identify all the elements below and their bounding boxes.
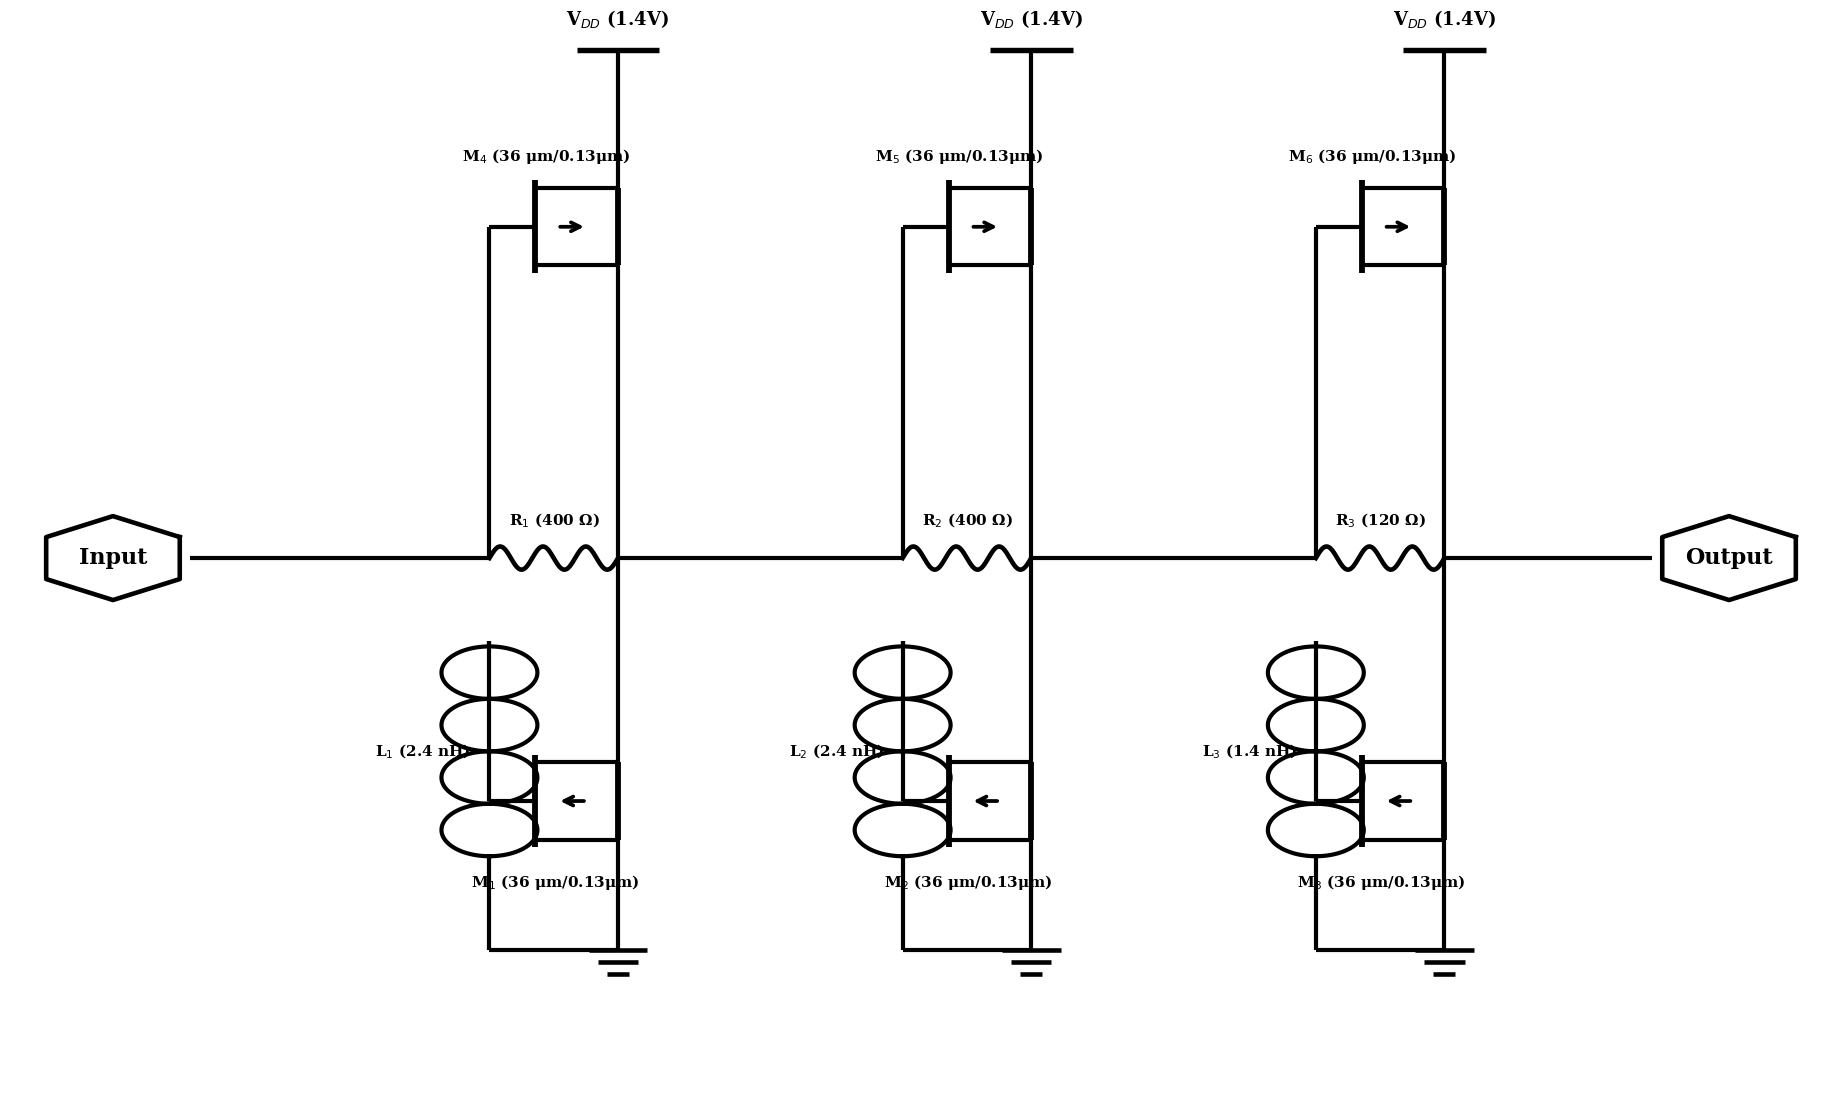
Text: R$_3$ (120 Ω): R$_3$ (120 Ω) — [1335, 512, 1426, 531]
Text: M$_2$ (36 μm/0.13μm): M$_2$ (36 μm/0.13μm) — [884, 873, 1052, 892]
Text: Input: Input — [79, 548, 147, 569]
Text: V$_{DD}$ (1.4V): V$_{DD}$ (1.4V) — [567, 8, 669, 30]
Text: L$_1$ (2.4 nH): L$_1$ (2.4 nH) — [376, 742, 472, 760]
Text: R$_2$ (400 Ω): R$_2$ (400 Ω) — [921, 512, 1013, 531]
Text: L$_3$ (1.4 nH): L$_3$ (1.4 nH) — [1201, 742, 1297, 760]
Text: L$_2$ (2.4 nH): L$_2$ (2.4 nH) — [788, 742, 884, 760]
Text: V$_{DD}$ (1.4V): V$_{DD}$ (1.4V) — [1393, 8, 1496, 30]
Text: Output: Output — [1685, 548, 1772, 569]
Text: V$_{DD}$ (1.4V): V$_{DD}$ (1.4V) — [980, 8, 1083, 30]
Text: M$_4$ (36 μm/0.13μm): M$_4$ (36 μm/0.13μm) — [462, 147, 630, 166]
Text: M$_3$ (36 μm/0.13μm): M$_3$ (36 μm/0.13μm) — [1297, 873, 1466, 892]
Text: M$_5$ (36 μm/0.13μm): M$_5$ (36 μm/0.13μm) — [875, 147, 1043, 166]
Text: R$_1$ (400 Ω): R$_1$ (400 Ω) — [508, 512, 600, 531]
Text: M$_6$ (36 μm/0.13μm): M$_6$ (36 μm/0.13μm) — [1288, 147, 1457, 166]
Text: M$_1$ (36 μm/0.13μm): M$_1$ (36 μm/0.13μm) — [472, 873, 639, 892]
